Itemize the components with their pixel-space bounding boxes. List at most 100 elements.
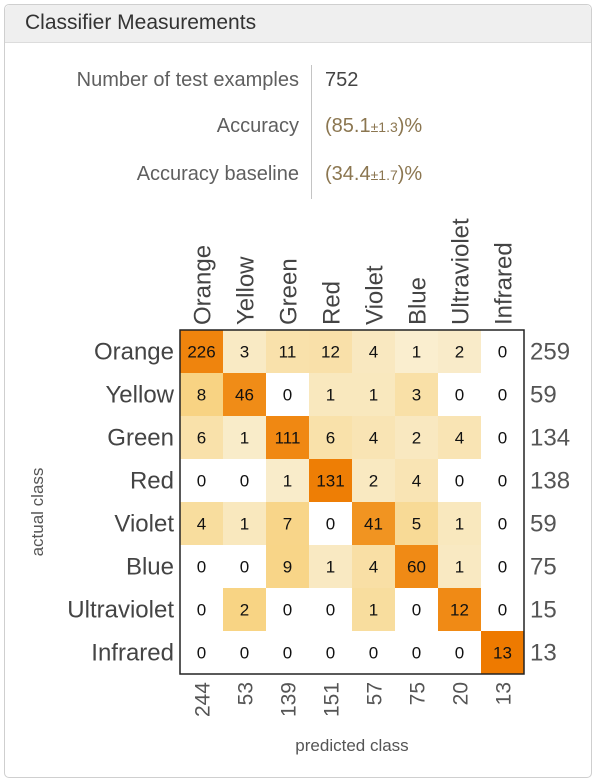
column-class-labels: Orange Yellow Green Red Violet Blue Ultraviole… [190,218,518,325]
test-examples-label: Number of test examples [76,69,299,91]
cell-orange-infrared [481,330,524,373]
cell-value: 6 [326,429,335,448]
cell-orange-violet [352,330,395,373]
cell-red-ultraviolet [438,459,481,502]
row-label-ultraviolet: Ultraviolet [67,597,174,624]
cell-value: 1 [455,515,464,534]
row-total: 75 [530,554,557,581]
cell-value: 0 [326,601,335,620]
cell-infrared-ultraviolet [438,631,481,674]
baseline-close-paren: )% [397,163,423,185]
cell-value: 0 [498,515,507,534]
column-total: 13 [493,682,516,705]
cell-green-orange [180,416,223,459]
baseline-error: ±1.7 [370,167,398,183]
cell-value: 4 [455,429,464,448]
cell-blue-blue [395,545,438,588]
cell-value: 4 [412,472,421,491]
col-label-infrared: Infrared [491,242,518,325]
cell-infrared-yellow [223,631,266,674]
cell-value: 4 [197,515,206,534]
cell-ultraviolet-yellow [223,588,266,631]
cell-yellow-infrared [481,373,524,416]
accuracy-open-paren: ( [325,115,332,137]
row-totals: 259 59 134 138 59 75 15 13 [530,339,570,667]
cell-blue-green [266,545,309,588]
y-axis-title: actual class [28,468,47,557]
cell-red-orange [180,459,223,502]
cell-value: 0 [498,558,507,577]
cell-green-red [309,416,352,459]
baseline-open-paren: ( [325,163,332,185]
baseline-main: 34.4 [331,163,371,185]
cell-value: 1 [240,429,249,448]
accuracy-value: (85.1±1.3)% [325,115,422,138]
cell-violet-ultraviolet [438,502,481,545]
row-label-orange: Orange [94,339,174,366]
col-label-green: Green [276,258,303,325]
cell-violet-infrared [481,502,524,545]
cell-green-green [266,416,309,459]
cell-ultraviolet-infrared [481,588,524,631]
cell-value: 41 [364,515,383,534]
column-total: 139 [278,682,301,717]
cell-value: 0 [498,601,507,620]
cell-blue-orange [180,545,223,588]
cell-value: 6 [197,429,206,448]
cell-value: 111 [275,429,301,448]
cell-value: 0 [498,472,507,491]
cell-value: 3 [412,386,421,405]
cell-value: 0 [455,386,464,405]
x-axis-title: predicted class [295,736,408,755]
cell-violet-red [309,502,352,545]
col-label-violet: Violet [362,265,389,325]
cell-value: 0 [498,429,507,448]
cell-green-ultraviolet [438,416,481,459]
cell-ultraviolet-ultraviolet [438,588,481,631]
cell-value: 2 [369,472,378,491]
cell-value: 1 [412,343,421,362]
cell-yellow-blue [395,373,438,416]
cell-value: 5 [412,515,421,534]
cell-value: 131 [316,472,344,491]
cell-red-blue [395,459,438,502]
cell-value: 0 [498,343,507,362]
cell-value: 3 [240,343,249,362]
matrix-cells: 226 3 11 12 4 1 2 08 46 0 1 1 3 0 06 1 111 6 4 2 4 00 0 1 131 2 4 0… [180,330,524,674]
col-label-blue: Blue [405,277,432,325]
column-total: 20 [450,682,473,705]
cell-ultraviolet-orange [180,588,223,631]
cell-value: 0 [283,601,292,620]
row-class-labels: Orange Yellow Green Red Violet Blue Ultraviole… [67,339,174,667]
cell-blue-yellow [223,545,266,588]
cell-orange-yellow [223,330,266,373]
cell-violet-orange [180,502,223,545]
cell-orange-blue [395,330,438,373]
cell-yellow-ultraviolet [438,373,481,416]
cell-red-infrared [481,459,524,502]
cell-value: 0 [197,644,206,663]
cell-blue-red [309,545,352,588]
cell-blue-infrared [481,545,524,588]
cell-value: 12 [321,343,340,362]
cell-yellow-green [266,373,309,416]
cell-red-yellow [223,459,266,502]
cell-value: 4 [369,558,378,577]
cell-violet-yellow [223,502,266,545]
cell-red-red [309,459,352,502]
cell-green-blue [395,416,438,459]
row-total: 13 [530,640,557,667]
col-label-yellow: Yellow [233,256,260,325]
row-total: 59 [530,511,557,538]
accuracy-main: 85.1 [331,115,371,137]
cell-value: 226 [187,343,215,362]
cell-value: 0 [455,472,464,491]
cell-ultraviolet-red [309,588,352,631]
column-total: 151 [321,682,344,717]
cell-green-infrared [481,416,524,459]
cell-value: 2 [412,429,421,448]
accuracy-label: Accuracy [216,115,299,137]
stats-divider [311,65,312,199]
cell-infrared-infrared [481,631,524,674]
